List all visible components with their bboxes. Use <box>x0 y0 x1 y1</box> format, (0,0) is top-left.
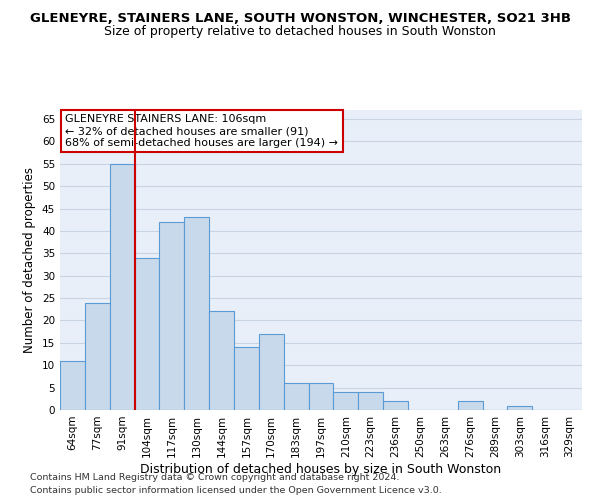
Bar <box>85 302 110 410</box>
Bar <box>60 360 85 410</box>
Text: Contains HM Land Registry data © Crown copyright and database right 2024.: Contains HM Land Registry data © Crown c… <box>30 474 400 482</box>
Bar <box>358 392 383 410</box>
Text: GLENEYRE, STAINERS LANE, SOUTH WONSTON, WINCHESTER, SO21 3HB: GLENEYRE, STAINERS LANE, SOUTH WONSTON, … <box>29 12 571 26</box>
Y-axis label: Number of detached properties: Number of detached properties <box>23 167 37 353</box>
Bar <box>134 258 160 410</box>
Bar <box>458 401 482 410</box>
Bar <box>259 334 284 410</box>
Bar <box>508 406 532 410</box>
Text: GLENEYRE STAINERS LANE: 106sqm
← 32% of detached houses are smaller (91)
68% of : GLENEYRE STAINERS LANE: 106sqm ← 32% of … <box>65 114 338 148</box>
Bar <box>184 218 209 410</box>
Bar <box>284 383 308 410</box>
X-axis label: Distribution of detached houses by size in South Wonston: Distribution of detached houses by size … <box>140 462 502 475</box>
Text: Contains public sector information licensed under the Open Government Licence v3: Contains public sector information licen… <box>30 486 442 495</box>
Bar <box>110 164 134 410</box>
Bar <box>383 401 408 410</box>
Text: Size of property relative to detached houses in South Wonston: Size of property relative to detached ho… <box>104 25 496 38</box>
Bar <box>334 392 358 410</box>
Bar <box>160 222 184 410</box>
Bar <box>234 348 259 410</box>
Bar <box>209 312 234 410</box>
Bar <box>308 383 334 410</box>
